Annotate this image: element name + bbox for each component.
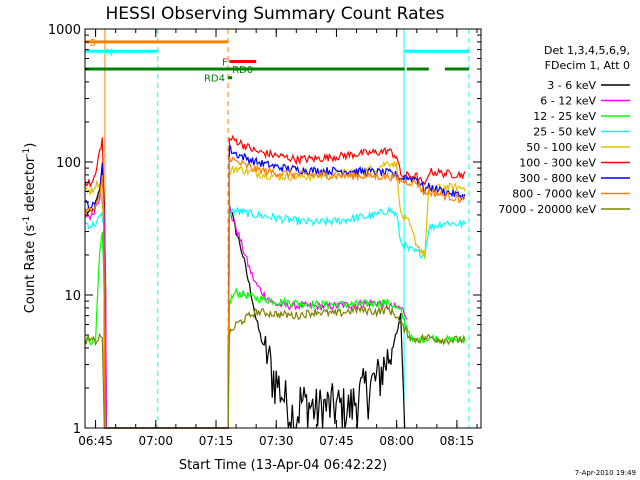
x-tick-label-4: 07:45	[319, 434, 354, 448]
x-tick-label-5: 08:00	[379, 434, 414, 448]
y-axis-label-mid: detector	[23, 156, 38, 216]
legend-label-8: 7000 - 20000 keV	[498, 203, 596, 216]
flag-label-rd0: RD0	[232, 65, 253, 76]
x-tick-label-6: 08:15	[440, 434, 475, 448]
status-flags: SN F RD0 RD4	[85, 38, 469, 85]
y-axis-ticks: 1 10 100 1000	[48, 23, 481, 437]
y-tick-label-1: 10	[64, 289, 81, 304]
y-tick-label-3: 1000	[48, 23, 81, 38]
x-tick-label-0: 06:45	[78, 434, 113, 448]
flag-label-s: S	[90, 38, 96, 49]
legend-label-6: 300 - 800 keV	[519, 172, 596, 185]
y-axis-label-sup2: -1	[22, 148, 32, 157]
x-axis-label: Start Time (13-Apr-04 06:42:22)	[179, 458, 387, 473]
chart-title: HESSI Observing Summary Count Rates	[105, 4, 444, 24]
legend-label-0: 3 - 6 keV	[547, 79, 596, 92]
y-tick-label-0: 1	[73, 422, 81, 437]
legend-label-2: 12 - 25 keV	[533, 110, 596, 123]
x-tick-label-1: 07:00	[138, 434, 173, 448]
legend-header-line-2: FDecim 1, Att 0	[545, 59, 630, 72]
y-tick-label-2: 100	[56, 156, 81, 171]
legend-header-line-1: Det 1,3,4,5,6,9,	[544, 44, 630, 57]
y-axis-label-end: )	[23, 143, 38, 148]
flag-label-rd4: RD4	[204, 74, 225, 85]
legend: Det 1,3,4,5,6,9, FDecim 1, Att 0 3 - 6 k…	[498, 44, 630, 216]
flag-label-f: F	[222, 57, 228, 68]
x-tick-label-3: 07:30	[259, 434, 294, 448]
footer-date: 7-Apr-2010 19:49	[575, 469, 636, 477]
x-axis-ticks: 06:45 07:00 07:15 07:30 07:45 08:00 08:15	[78, 29, 478, 448]
legend-entries: 3 - 6 keV 6 - 12 keV 12 - 25 keV 25 - 50 ke…	[498, 79, 630, 216]
flag-label-n: N	[106, 47, 113, 58]
legend-label-4: 50 - 100 keV	[526, 141, 596, 154]
legend-label-1: 6 - 12 keV	[540, 95, 596, 108]
y-axis-label-sup1: -1	[22, 216, 32, 225]
legend-label-7: 800 - 7000 keV	[512, 188, 596, 201]
legend-label-3: 25 - 50 keV	[533, 126, 596, 139]
x-tick-label-2: 07:15	[199, 434, 234, 448]
y-axis-label: Count Rate (s-1 detector-1)	[22, 143, 38, 314]
y-axis-label-main: Count Rate (s	[23, 225, 38, 314]
plot-frame	[84, 28, 482, 429]
legend-label-5: 100 - 300 keV	[519, 157, 596, 170]
